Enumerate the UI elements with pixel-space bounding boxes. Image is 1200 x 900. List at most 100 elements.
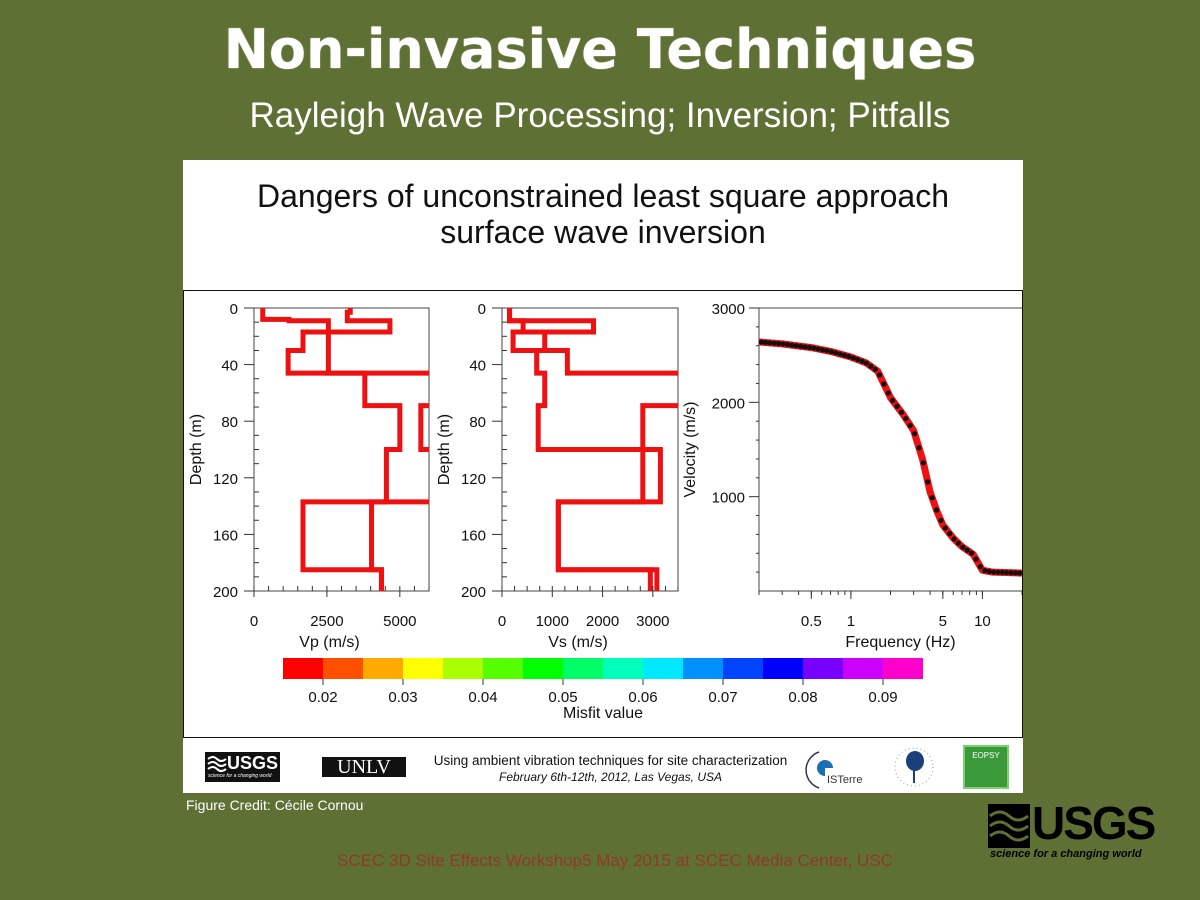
vs-plot-xtick-label: 3000 [636,613,669,630]
observed-data-point [780,341,786,347]
observed-data-point [964,547,970,553]
vp-plot-ytick-label: 200 [213,584,238,601]
colorbar-cell [483,658,523,679]
observed-data-point [841,352,848,358]
observed-data-point [982,568,988,574]
observed-data-point [872,366,878,372]
dispersion-ytick-label: 3000 [712,301,745,318]
colorbar-label: Misfit value [563,705,643,722]
dispersion-xtick-label: 0.5 [801,613,822,630]
observed-data-point [920,460,926,466]
dispersion-ytick-label: 2000 [712,395,745,412]
vp-plot-ytick-label: 160 [213,527,238,544]
dispersion-xlabel: Frequency (Hz) [845,634,955,651]
observed-data-point [833,350,839,356]
dispersion-xtick-label: 10 [974,613,991,630]
observed-data-point [916,445,922,451]
observed-data-point [999,569,1005,576]
observed-data-point [977,564,983,570]
observed-data-point [986,568,992,575]
dispersion-ytick-label: 1000 [712,490,745,507]
isterre-logo: ISTerre [801,748,862,790]
eopsy-logo: EOPSY [963,745,1009,789]
vp-plot-profile-2 [285,308,429,591]
observed-data-point [828,349,834,355]
observed-data-point [762,339,769,346]
observed-data-point [912,431,918,437]
usgs-logo-tagline: science for a changing world [208,773,272,779]
workshop-title: Using ambient vibration techniques for s… [433,753,788,768]
observed-data-point [1012,570,1019,576]
usgs-logo: USGS science for a changing world [988,797,1156,864]
colorbar-cell [403,658,443,679]
colorbar-cell [883,658,923,679]
observed-data-point [890,397,896,404]
usgs-logo-tagline: science for a changing world [990,848,1142,860]
colorbar-tick-label: 0.02 [308,689,337,706]
observed-data-point [881,381,887,387]
observed-data-point [846,353,852,360]
observed-data-point [907,422,913,428]
observed-data-point [776,340,782,347]
observed-data-point [784,341,791,348]
vp-plot-ytick-label: 40 [221,358,238,375]
observed-data-point [995,569,1001,575]
colorbar-tick-label: 0.09 [868,689,897,706]
colorbar-tick-label: 0.07 [708,689,737,706]
dispersion-xtick-label: 5 [939,613,947,630]
observed-data-point [938,517,944,524]
vs-plot-xtick-label: 0 [498,613,506,630]
dispersion-xtick-label: 1 [847,613,855,630]
isterre-circle-icon [805,751,834,789]
vs-plot-xtick-label: 1000 [536,613,569,630]
colorbar-cell [363,658,403,679]
unlv-logo: UNLV [322,757,406,777]
figure: Dangers of unconstrained least square ap… [183,160,1023,793]
observed-data-point [798,343,804,349]
isterre-logo-text: ISTerre [827,774,863,786]
vs-plot-ytick-label: 80 [469,414,486,431]
colorbar-cell [443,658,483,679]
colorbar-cell [563,658,603,679]
observed-data-point [951,536,957,542]
observed-data-point [855,356,861,363]
observed-data-point [758,339,764,345]
colorbar-cell [803,658,843,679]
vs-plot-ytick-label: 0 [478,301,486,318]
colorbar-tick-label: 0.08 [788,689,817,706]
observed-data-point [894,403,900,409]
colorbar-cell [683,658,723,679]
observed-data-point [767,340,773,346]
observed-data-point [955,540,962,546]
observed-data-point [802,344,808,350]
dispersion-ylabel: Velocity (m/s) [682,401,699,497]
observed-data-point [1004,569,1010,576]
vs-plot-ytick-label: 40 [469,358,486,375]
workshop-dates: February 6th-12th, 2012, Las Vegas, USA [498,770,723,784]
observed-data-point [933,507,940,513]
logo-strip: USGS science for a changing world UNLV U… [183,740,1023,793]
observed-data-point [885,390,891,396]
dispersion-model-curve [758,338,1023,577]
observed-data-point [968,550,975,556]
usgs-logo-text: USGS [227,753,279,773]
observed-data-point [929,495,935,501]
observed-data-point [925,479,931,485]
observed-data-point [850,355,856,361]
observed-data-point [859,358,865,364]
colorbar-cell [643,658,683,679]
colorbar-cell [843,658,883,679]
plots-panel: 0 40 80 120 160 200 0 2500 5000 Vp (m/s) Depth (m)… [183,290,1023,738]
tree-logo [891,745,937,789]
figure-title: Dangers of unconstrained least square ap… [183,178,1023,250]
slide-subtitle: Rayleigh Wave Processing; Inversion; Pit… [249,96,951,135]
usgs-wave-icon [988,804,1030,848]
observed-data-point [942,525,948,531]
observed-data-point [815,346,821,352]
vp-plot-xlabel: Vp (m/s) [299,634,359,651]
usgs-logo-small: USGS science for a changing world [205,752,280,782]
observed-data-point [876,372,883,378]
observed-data-point [1017,570,1023,576]
colorbar-cell [323,658,363,679]
tree-icon [894,747,934,787]
